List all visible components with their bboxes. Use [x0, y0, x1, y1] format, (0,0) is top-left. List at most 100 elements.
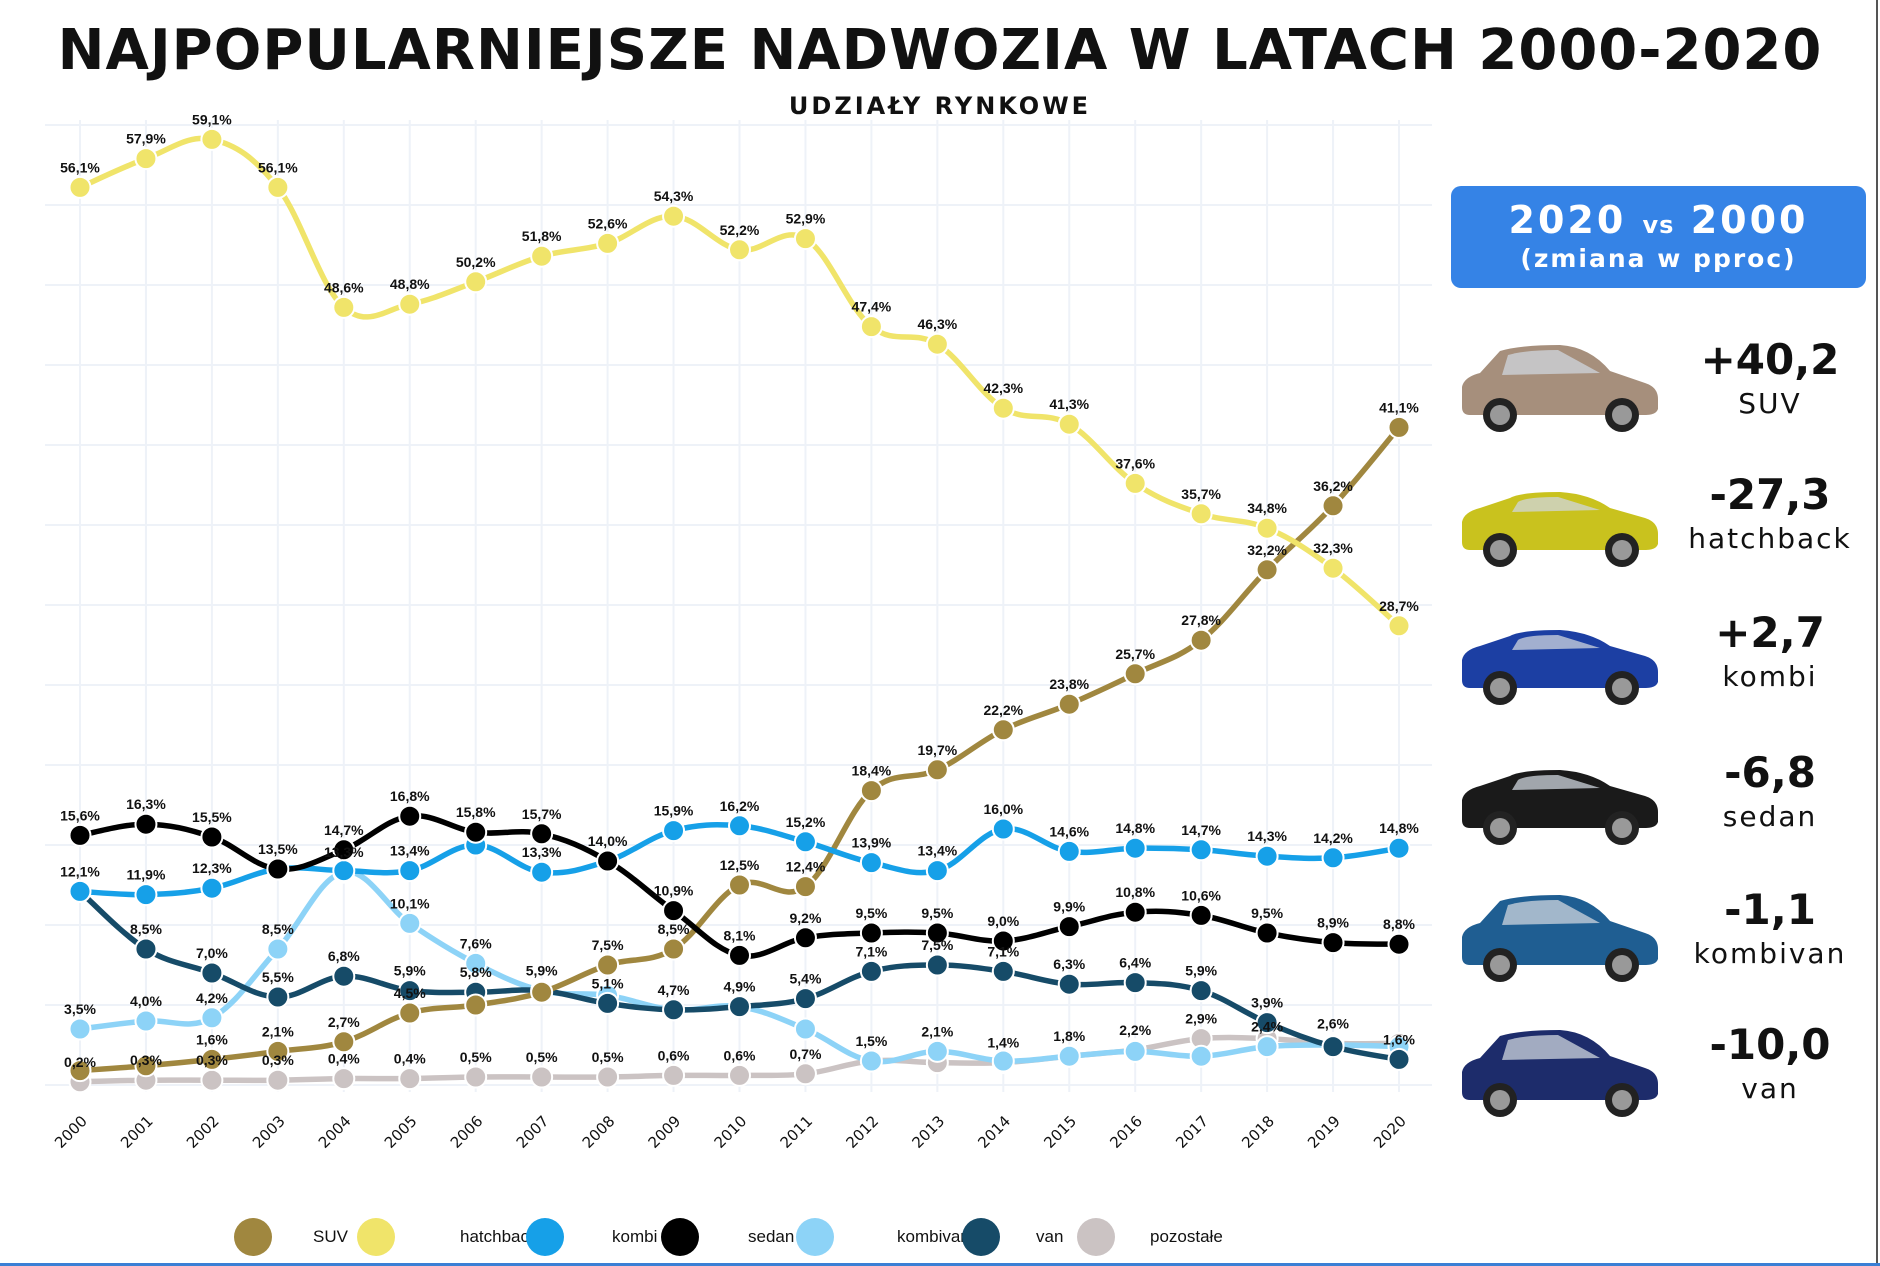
data-point-suv — [1189, 628, 1213, 652]
data-point-sedan — [134, 812, 158, 836]
data-point-van — [1057, 972, 1081, 996]
data-point-sedan — [991, 929, 1015, 953]
data-label-sedan: 16,3% — [126, 796, 166, 812]
series-suv — [68, 415, 1411, 1083]
data-point-pozostae — [530, 1065, 554, 1089]
data-point-sedan — [464, 820, 488, 844]
data-label-van: 4,7% — [658, 982, 690, 998]
data-label-suv: 2,1% — [262, 1023, 294, 1039]
data-point-sedan — [530, 822, 554, 846]
legend-swatch — [234, 1218, 272, 1256]
data-point-kombivan — [1057, 1044, 1081, 1068]
data-point-sedan — [596, 849, 620, 873]
data-label-sedan: 15,8% — [456, 804, 496, 820]
data-point-pozostae — [398, 1067, 422, 1091]
x-tick-label: 2014 — [974, 1112, 1014, 1152]
data-point-sedan — [266, 857, 290, 881]
data-label-hatchback: 57,9% — [126, 131, 166, 147]
year-b: 2000 — [1690, 198, 1809, 242]
data-label-pozostae: 0,5% — [526, 1049, 558, 1065]
body-type-name: SUV — [1738, 387, 1802, 420]
legend-item: van — [962, 1218, 1063, 1256]
car-kombi-icon — [1462, 630, 1658, 705]
data-point-van — [266, 985, 290, 1009]
data-label-hatchback: 51,8% — [522, 228, 562, 244]
data-label-kombivan: 2,4% — [1251, 1019, 1283, 1035]
data-label-van: 5,8% — [460, 964, 492, 980]
series-sedan — [68, 804, 1411, 967]
data-point-kombi — [991, 817, 1015, 841]
data-point-suv — [134, 1054, 158, 1078]
data-point-sedan — [859, 921, 883, 945]
data-point-kombi — [398, 859, 422, 883]
data-point-hatchback — [464, 270, 488, 294]
data-label-kombi: 13,9% — [852, 835, 892, 851]
data-point-van — [728, 995, 751, 1019]
data-point-suv — [728, 873, 751, 897]
data-label-sedan: 8,9% — [1317, 915, 1349, 931]
data-label-kombi: 12,3% — [192, 860, 232, 876]
data-label-pozostae: 0,3% — [130, 1052, 162, 1068]
data-point-hatchback — [596, 231, 620, 255]
data-point-van — [925, 953, 949, 977]
data-point-hatchback — [530, 244, 554, 268]
data-point-van — [793, 987, 817, 1011]
data-point-suv — [793, 875, 817, 899]
data-point-kombivan — [859, 1049, 883, 1073]
data-label-hatchback: 52,9% — [786, 211, 826, 227]
data-point-van — [1321, 1035, 1345, 1059]
data-label-van: 5,9% — [1185, 963, 1217, 979]
body-type-name: kombivan — [1693, 937, 1847, 970]
data-point-sedan — [68, 823, 92, 847]
comparison-row-SUV: +40,2 SUV — [1450, 335, 1870, 445]
data-label-van: 5,5% — [262, 969, 294, 985]
data-point-sedan — [662, 899, 686, 923]
data-point-sedan — [1255, 921, 1279, 945]
x-axis-ticks: 2000 2001 2002 2003 2004 2005 2006 2007 2008 2009… — [51, 1112, 1410, 1152]
legend-swatch — [962, 1218, 1000, 1256]
vs-text: vs — [1642, 211, 1675, 239]
x-tick-label: 2009 — [645, 1112, 685, 1152]
car-SUV-icon — [1462, 345, 1658, 432]
data-label-kombi: 15,9% — [654, 803, 694, 819]
data-label-sedan: 9,5% — [1251, 905, 1283, 921]
data-labels: 0,2% 0,3% 0,3% 0,3% 0,4% 0,4% 0,5% 0,5% 0,5% 0,6%… — [60, 111, 1419, 1069]
data-label-pozostae: 0,3% — [196, 1052, 228, 1068]
data-label-sedan: 16,8% — [390, 788, 430, 804]
data-point-suv — [530, 980, 554, 1004]
data-point-suv — [1123, 662, 1147, 686]
data-point-kombivan — [464, 951, 488, 975]
comparison-row-kombi: +2,7 kombi — [1450, 608, 1870, 718]
data-label-kombi: 16,0% — [983, 801, 1023, 817]
data-label-van: 7,1% — [987, 943, 1019, 959]
data-point-van — [1123, 971, 1147, 995]
body-type-name: sedan — [1722, 800, 1818, 833]
data-point-van — [200, 961, 224, 985]
data-label-van: 4,9% — [724, 979, 756, 995]
data-point-sedan — [1123, 900, 1147, 924]
data-point-hatchback — [134, 147, 158, 171]
data-label-hatchback: 52,6% — [588, 215, 628, 231]
data-label-kombivan: 13,3% — [324, 844, 364, 860]
data-point-hatchback — [662, 204, 686, 228]
x-tick-label: 2003 — [249, 1112, 289, 1152]
data-point-hatchback — [1057, 412, 1081, 436]
data-label-kombivan: 4,2% — [196, 990, 228, 1006]
data-label-suv: 41,1% — [1379, 399, 1419, 415]
data-point-suv — [596, 953, 620, 977]
data-label-hatchback: 52,2% — [720, 222, 760, 238]
data-label-suv: 25,7% — [1115, 646, 1155, 662]
data-label-suv: 27,8% — [1181, 612, 1221, 628]
data-point-pozostae — [793, 1062, 817, 1086]
data-label-sedan: 9,2% — [789, 910, 821, 926]
data-label-sedan: 15,6% — [60, 807, 100, 823]
data-label-pozostae: 2,2% — [1119, 1022, 1151, 1038]
data-label-kombi: 14,8% — [1115, 820, 1155, 836]
data-label-kombi: 13,3% — [522, 844, 562, 860]
data-label-pozostae: 0,6% — [724, 1047, 756, 1063]
data-point-kombivan — [793, 1017, 817, 1041]
data-label-kombi: 14,6% — [1049, 823, 1089, 839]
data-label-sedan: 10,6% — [1181, 887, 1221, 903]
data-point-kombivan — [134, 1009, 158, 1033]
body-type-name: hatchback — [1688, 522, 1852, 555]
